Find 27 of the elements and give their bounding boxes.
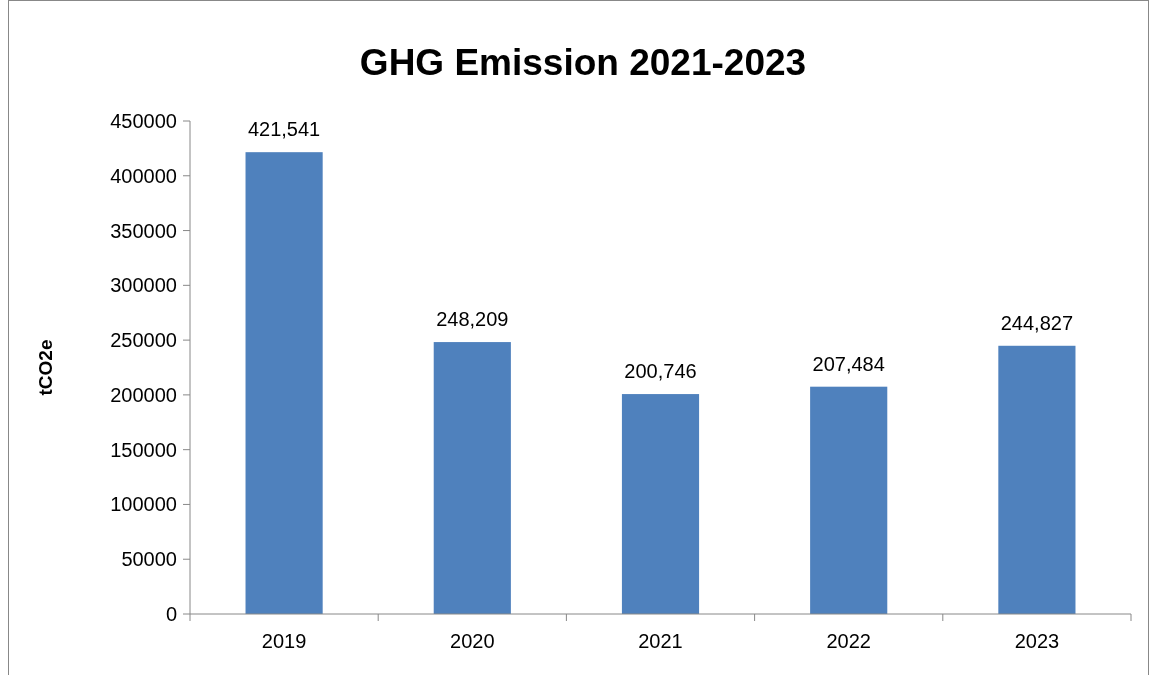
y-tick-label: 450000	[110, 110, 177, 132]
bar	[998, 345, 1076, 614]
data-label: 421,541	[247, 118, 321, 141]
y-tick-label: 350000	[110, 219, 177, 242]
y-tick-label: 200000	[110, 383, 177, 406]
data-label: 200,746	[624, 360, 697, 383]
data-label: 244,827	[1000, 311, 1074, 334]
y-tick-label: 0	[165, 603, 177, 625]
chart-title: GHG Emission 2021-2023	[359, 42, 807, 83]
bar	[245, 152, 323, 614]
y-tick-label: 300000	[110, 274, 177, 297]
y-axis-title: tCO2e	[35, 339, 56, 396]
y-tick-label: 150000	[110, 438, 177, 461]
bar	[810, 386, 888, 614]
y-tick-label: 50000	[121, 548, 177, 571]
y-tick-label: 250000	[110, 329, 177, 352]
bar	[621, 394, 700, 614]
bar	[433, 342, 511, 614]
x-tick-label: 2021	[638, 630, 683, 652]
x-tick-label: 2019	[261, 630, 307, 652]
x-tick-label: 2022	[826, 630, 871, 652]
data-label: 207,484	[812, 352, 885, 375]
data-label: 248,209	[436, 308, 509, 331]
x-tick-label: 2020	[450, 630, 495, 652]
y-tick-label: 400000	[110, 164, 177, 187]
y-tick-label: 100000	[110, 493, 177, 516]
x-tick-label: 2023	[1014, 630, 1060, 652]
